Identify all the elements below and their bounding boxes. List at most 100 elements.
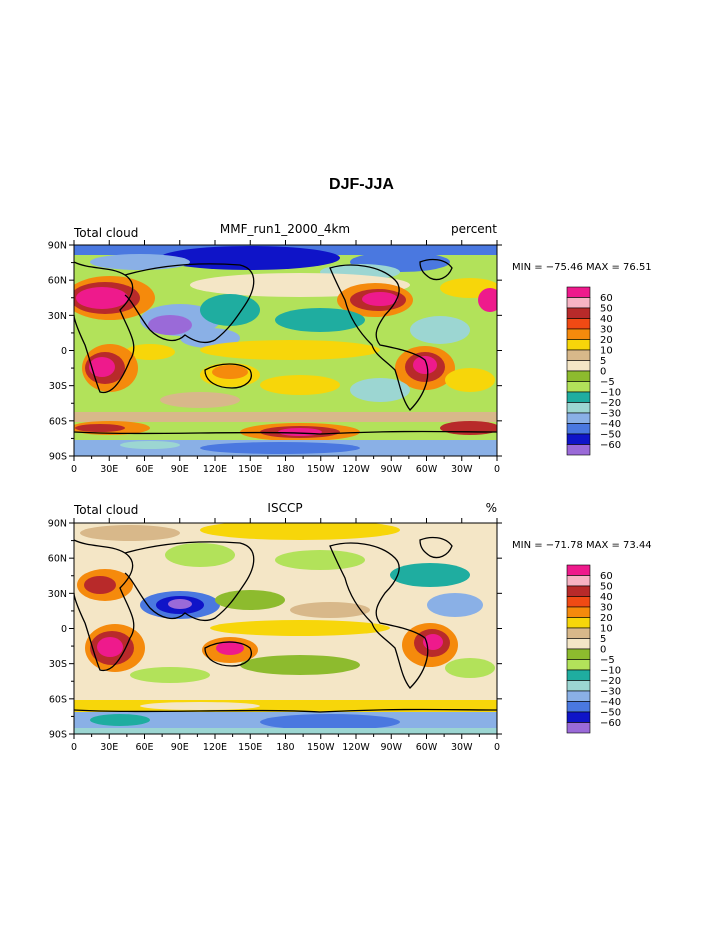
colorbar-swatch	[566, 690, 591, 702]
colorbar-swatch	[566, 585, 591, 597]
colorbar-label: 0	[600, 645, 606, 656]
panel-center-label: ISCCP	[267, 501, 302, 515]
lon-tick-label: 150W	[307, 464, 335, 475]
colorbar-swatch	[566, 669, 591, 681]
colorbar-label: 20	[600, 335, 613, 346]
lon-tick-label: 90E	[171, 464, 189, 475]
colorbar-swatch	[566, 339, 591, 351]
colorbar-swatch	[566, 701, 591, 713]
min-max-readout: MIN = −75.46 MAX = 76.51	[512, 262, 652, 273]
lat-tick-label: 90S	[49, 730, 67, 741]
axis-ticks-isccp: 90N 60N 30N 0 30S 60S 90S 0 30E 60E 90E 120E 150E 180…	[48, 518, 502, 753]
colorbar-swatch	[566, 648, 591, 660]
lon-tick-label: 180	[276, 464, 294, 475]
lat-tick-label: 30N	[48, 589, 67, 600]
contour-field-isccp	[74, 523, 497, 734]
colorbar-swatch	[566, 627, 591, 639]
colorbar-label: −5	[600, 655, 615, 666]
colorbar-swatch	[566, 433, 591, 445]
colorbar-swatch	[566, 711, 591, 723]
lon-tick-label: 0	[71, 742, 77, 753]
lon-tick-label: 90E	[171, 742, 189, 753]
colorbar-swatch	[566, 370, 591, 382]
lat-tick-label: 30S	[49, 659, 67, 670]
colorbar-swatch	[566, 659, 591, 671]
axis-ticks-model: 90N 60N 30N 0 30S 60S 90S 0 30E 60E 90E 120E 150E 180…	[48, 240, 502, 475]
colorbar-label: −10	[600, 388, 621, 399]
lon-tick-label: 120E	[203, 464, 227, 475]
colorbar-swatch	[566, 575, 591, 587]
colorbar-swatch	[566, 286, 591, 298]
colorbar-swatch	[566, 596, 591, 608]
lat-tick-label: 0	[61, 624, 67, 635]
lat-tick-label: 90S	[49, 452, 67, 463]
colorbar-swatch	[566, 349, 591, 361]
colorbar-label: −60	[600, 440, 621, 451]
min-max-readout: MIN = −71.78 MAX = 73.44	[512, 540, 652, 551]
map-panel-model: Total cloud MMF_run1_2000_4km percent MI…	[48, 222, 652, 475]
colorbar-label: −40	[600, 419, 621, 430]
lon-tick-label: 90W	[381, 464, 403, 475]
lon-tick-label: 90W	[381, 742, 403, 753]
lon-tick-label: 30E	[100, 464, 118, 475]
lat-tick-label: 30N	[48, 311, 67, 322]
colorbar-label: −60	[600, 718, 621, 729]
colorbar-label: 20	[600, 613, 613, 624]
colorbar-label: 10	[600, 346, 613, 357]
colorbar-label: 50	[600, 582, 613, 593]
colorbar-swatch	[566, 328, 591, 340]
panel-left-label: Total cloud	[73, 226, 138, 240]
lon-tick-label: 60E	[135, 742, 153, 753]
lat-tick-label: 30S	[49, 381, 67, 392]
panel-center-label: MMF_run1_2000_4km	[220, 222, 350, 236]
colorbar-label: 5	[600, 356, 606, 367]
colorbar-swatch	[566, 722, 591, 734]
lon-tick-label: 180	[276, 742, 294, 753]
colorbar-swatch	[566, 444, 591, 456]
colorbar-swatch	[566, 638, 591, 650]
colorbar-swatch	[566, 318, 591, 330]
colorbar-label: 40	[600, 314, 613, 325]
panel-right-label: percent	[451, 222, 497, 236]
colorbar-label: 30	[600, 325, 613, 336]
colorbar-swatch	[566, 617, 591, 629]
lon-tick-label: 120W	[342, 464, 370, 475]
lat-tick-label: 60S	[49, 416, 67, 427]
lon-tick-label: 150W	[307, 742, 335, 753]
colorbar-label: 10	[600, 624, 613, 635]
contour-field-model	[74, 245, 497, 456]
colorbar-swatch	[566, 564, 591, 576]
colorbar-swatch	[566, 297, 591, 309]
lon-tick-label: 30E	[100, 742, 118, 753]
colorbar-swatch	[566, 423, 591, 435]
lat-tick-label: 60N	[48, 554, 67, 565]
colorbar-label: 40	[600, 592, 613, 603]
lat-tick-label: 60S	[49, 694, 67, 705]
colorbar-swatch	[566, 412, 591, 424]
colorbar-swatch	[566, 360, 591, 372]
colorbar-label: −5	[600, 377, 615, 388]
colorbar-swatch	[566, 680, 591, 692]
lon-tick-label: 60E	[135, 464, 153, 475]
lat-tick-label: 90N	[48, 519, 67, 530]
colorbar-label: −40	[600, 697, 621, 708]
lon-tick-label: 120E	[203, 742, 227, 753]
colorbar-label: −20	[600, 398, 621, 409]
lon-tick-label: 30W	[451, 742, 473, 753]
lon-tick-label: 0	[71, 464, 77, 475]
colorbar-label: −50	[600, 430, 621, 441]
colorbar-label: −30	[600, 687, 621, 698]
lon-tick-label: 120W	[342, 742, 370, 753]
colorbar-swatch	[566, 606, 591, 618]
lon-tick-label: 150E	[238, 464, 262, 475]
colorbar-label: −20	[600, 676, 621, 687]
lon-tick-label: 30W	[451, 464, 473, 475]
colorbar-swatch	[566, 381, 591, 393]
colorbar-swatch	[566, 402, 591, 414]
colorbar-label: 60	[600, 293, 613, 304]
panel-left-label: Total cloud	[73, 503, 138, 517]
lon-tick-label: 0	[494, 742, 500, 753]
